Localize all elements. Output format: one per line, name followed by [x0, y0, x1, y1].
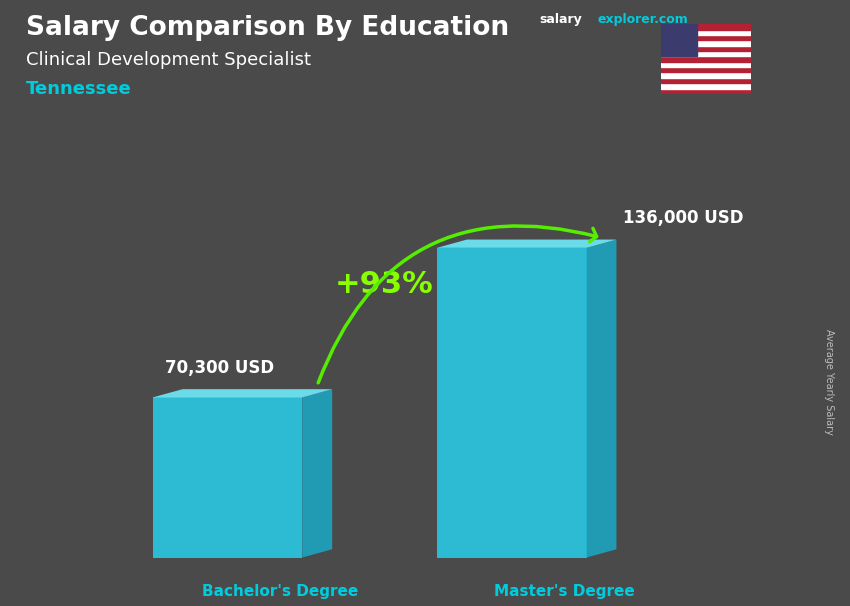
Polygon shape	[153, 389, 332, 398]
Text: explorer.com: explorer.com	[598, 13, 688, 26]
Text: Master's Degree: Master's Degree	[494, 584, 634, 599]
Text: 70,300 USD: 70,300 USD	[166, 359, 275, 377]
Bar	[661, 88, 751, 94]
Text: Average Yearly Salary: Average Yearly Salary	[824, 329, 834, 435]
Bar	[661, 24, 751, 30]
Bar	[661, 67, 751, 73]
Text: Salary Comparison By Education: Salary Comparison By Education	[26, 15, 508, 41]
Bar	[661, 73, 751, 78]
Polygon shape	[437, 248, 586, 558]
Text: Bachelor's Degree: Bachelor's Degree	[201, 584, 358, 599]
Bar	[661, 83, 751, 88]
Bar	[661, 56, 751, 62]
Polygon shape	[586, 239, 616, 558]
Polygon shape	[303, 389, 332, 558]
Text: +93%: +93%	[335, 270, 434, 299]
Text: salary: salary	[540, 13, 582, 26]
Bar	[661, 51, 751, 56]
Polygon shape	[153, 398, 303, 558]
Bar	[661, 30, 751, 35]
Bar	[661, 62, 751, 67]
Text: Tennessee: Tennessee	[26, 80, 131, 98]
Bar	[661, 24, 697, 56]
Polygon shape	[437, 239, 616, 248]
Text: Clinical Development Specialist: Clinical Development Specialist	[26, 51, 310, 69]
Bar	[661, 35, 751, 41]
Bar	[661, 45, 751, 51]
Bar	[661, 78, 751, 83]
Text: 136,000 USD: 136,000 USD	[624, 209, 744, 227]
Bar	[661, 41, 751, 45]
